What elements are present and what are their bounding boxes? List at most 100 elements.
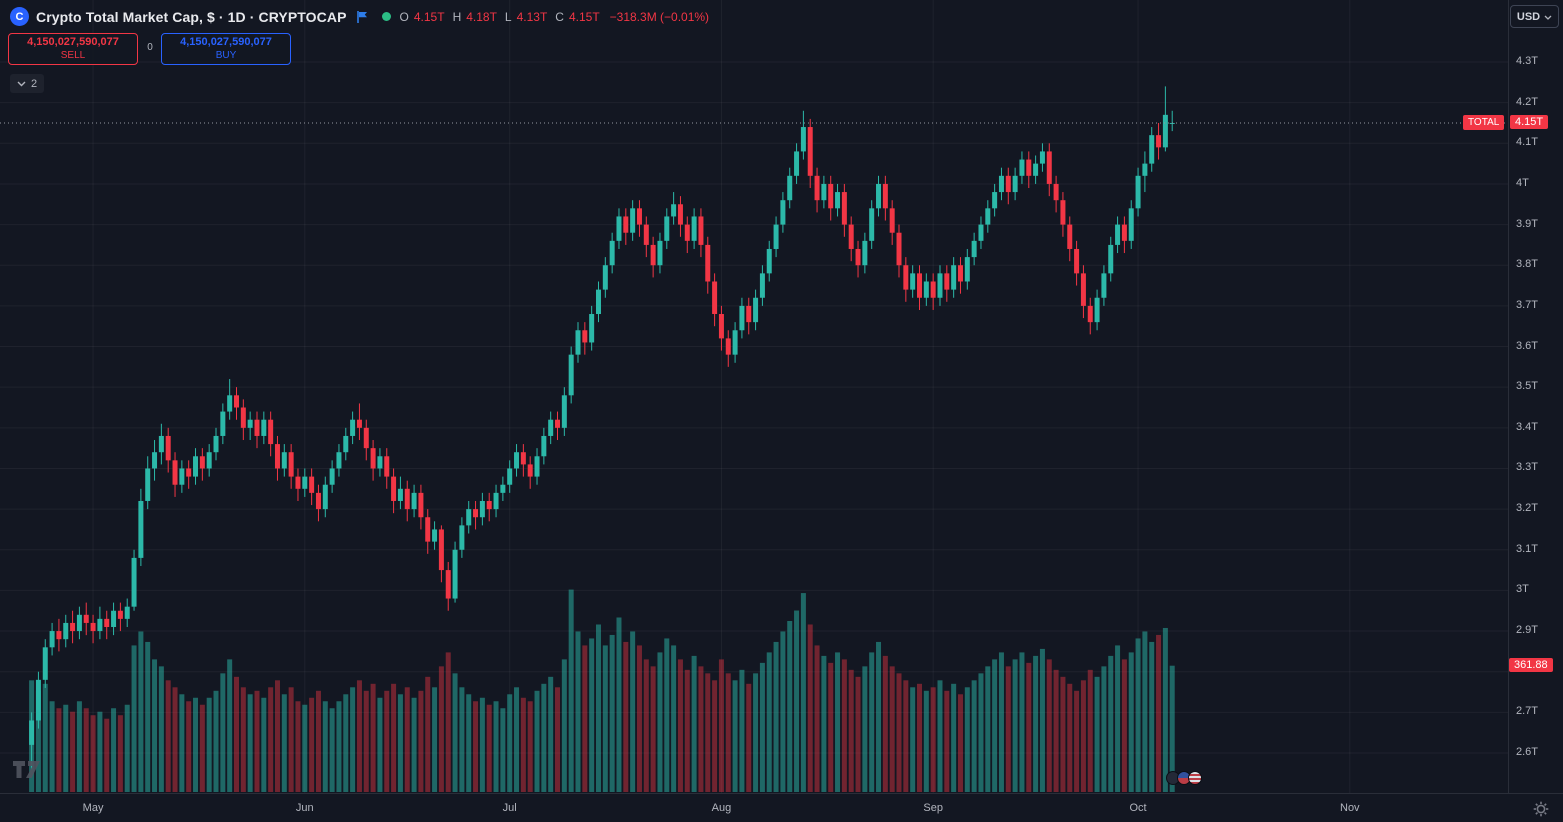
candle-body (896, 232, 902, 266)
price-axis-label: 4.1T (1516, 136, 1539, 149)
candlestick-chart-canvas[interactable] (0, 0, 1508, 793)
candle-body (1115, 224, 1121, 245)
tradingview-logo[interactable] (12, 757, 42, 785)
volume-bar (432, 687, 438, 792)
volume-bar (425, 676, 431, 792)
time-axis-label: Sep (923, 802, 943, 814)
candle-body (889, 208, 895, 233)
volume-bar (1108, 655, 1114, 792)
candle-body (773, 224, 779, 249)
volume-bar (595, 624, 601, 792)
volume-bar (814, 645, 820, 792)
volume-bar (705, 673, 711, 792)
candle-body (493, 492, 499, 510)
candle-body (589, 314, 595, 343)
sell-button[interactable]: 4,150,027,590,077 SELL (8, 33, 138, 65)
candle-body (555, 419, 561, 428)
candle-body (309, 476, 315, 493)
price-axis-label: 4T (1516, 176, 1529, 189)
volume-bar (964, 687, 970, 792)
candle-body (568, 354, 574, 396)
volume-bar (698, 666, 704, 792)
candle-body (903, 265, 909, 290)
candle-body (432, 529, 438, 542)
volume-bar (835, 652, 841, 792)
candle-body (1033, 163, 1039, 176)
chart-header: C Crypto Total Market Cap, $ · 1D · CRYP… (10, 7, 709, 26)
candle-body (254, 419, 260, 436)
high-value: 4.18T (466, 9, 497, 24)
volume-bar (56, 708, 62, 792)
candle-body (937, 273, 943, 298)
time-axis-label: Nov (1340, 802, 1360, 814)
candle-body (1121, 224, 1127, 241)
volume-bar (527, 701, 533, 792)
volume-bar (841, 659, 847, 792)
candle-body (848, 224, 854, 249)
volume-bar (1039, 648, 1045, 792)
volume-bar (281, 694, 287, 792)
volume-bar (910, 687, 916, 792)
volume-bar (671, 645, 677, 792)
low-label: L (504, 9, 512, 24)
buy-button[interactable]: 4,150,027,590,077 BUY (161, 33, 291, 65)
symbol-logo-icon[interactable]: C (10, 7, 29, 26)
candle-body (951, 265, 957, 290)
volume-bar (541, 683, 547, 792)
candle-body (1074, 248, 1080, 274)
candle-body (725, 338, 731, 355)
candle-body (1101, 273, 1107, 298)
volume-bar (534, 690, 540, 792)
volume-bar (1005, 666, 1011, 792)
candle-body (131, 557, 137, 607)
volume-bar (418, 690, 424, 792)
volume-bar (1128, 652, 1134, 792)
low-value: 4.13T (516, 9, 548, 24)
sell-price: 4,150,027,590,077 (27, 36, 119, 49)
candle-body (377, 456, 383, 469)
volume-bar (636, 645, 642, 792)
gear-icon[interactable] (1533, 801, 1549, 822)
candle-body (124, 606, 130, 619)
candle-body (821, 183, 827, 201)
candle-body (923, 281, 929, 298)
time-axis[interactable]: May Jun Jul Aug Sep Oct Nov (0, 793, 1563, 822)
currency-dropdown[interactable]: USD (1510, 5, 1559, 28)
event-marker-icon-3[interactable] (1188, 771, 1202, 785)
volume-bar (240, 687, 246, 792)
candle-body (800, 127, 806, 152)
candle-body (35, 679, 41, 721)
volume-bar (384, 690, 390, 792)
candle-body (329, 468, 335, 485)
candle-body (322, 484, 328, 510)
time-axis-label: Aug (711, 802, 732, 814)
candle-body (787, 175, 793, 201)
volume-bar (247, 694, 253, 792)
volume-bar (1149, 641, 1155, 792)
symbol-title[interactable]: Crypto Total Market Cap, $ · 1D · CRYPTO… (36, 8, 347, 25)
indicators-collapse-chip[interactable]: 2 (10, 74, 45, 93)
volume-bar (732, 680, 738, 792)
volume-bar (575, 631, 581, 792)
volume-bar (589, 638, 595, 792)
candle-body (397, 488, 403, 501)
candle-body (302, 476, 308, 489)
volume-bar (1026, 662, 1032, 792)
candle-body (268, 419, 274, 445)
flag-icon[interactable] (356, 10, 369, 24)
candle-body (1142, 163, 1148, 176)
candle-body (1162, 114, 1168, 148)
candle-body (1046, 151, 1052, 184)
volume-bar (193, 697, 199, 792)
volume-bar (493, 701, 499, 792)
buy-price: 4,150,027,590,077 (180, 36, 272, 49)
candle-body (835, 192, 841, 209)
candle-body (1012, 175, 1018, 193)
candle-body (466, 509, 472, 526)
volume-bar (691, 655, 697, 792)
spread-value: 0 (147, 42, 153, 53)
volume-bar (500, 708, 506, 792)
volume-bar (739, 669, 745, 792)
candle-body (227, 395, 233, 412)
candle-body (855, 248, 861, 266)
